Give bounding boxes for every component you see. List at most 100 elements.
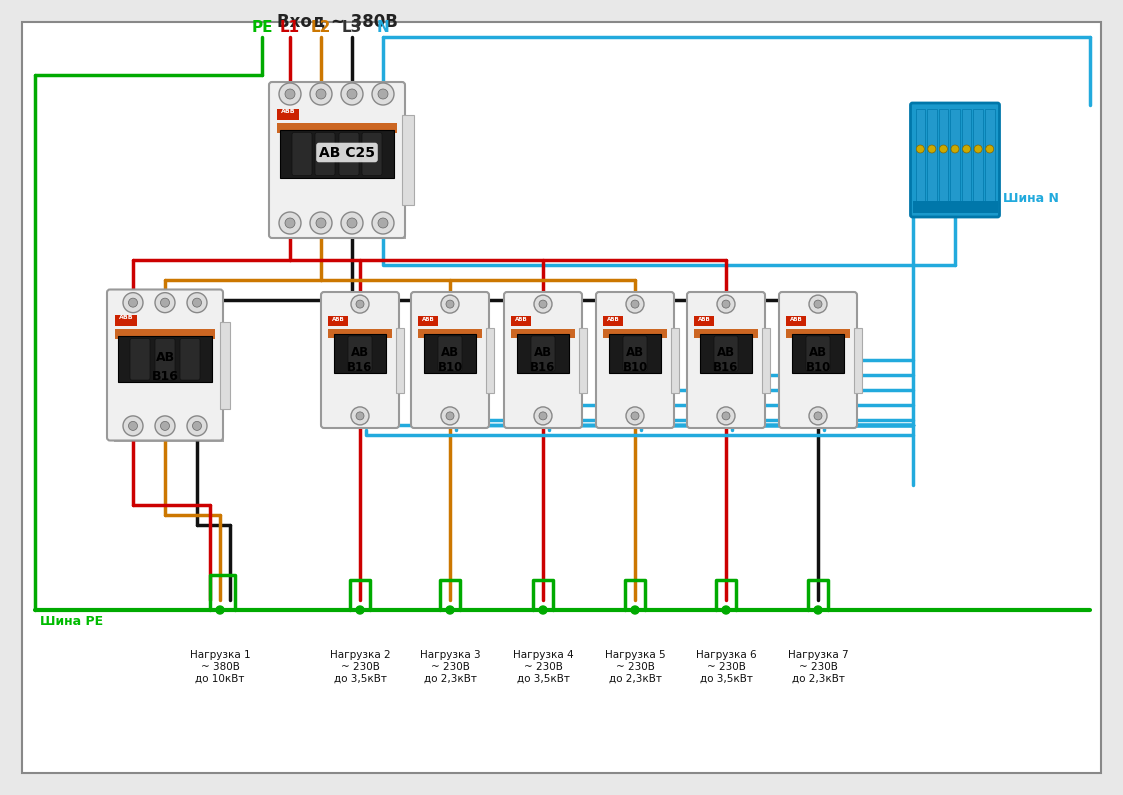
Text: Шина PE: Шина PE xyxy=(40,615,103,628)
Bar xyxy=(334,334,386,373)
Bar xyxy=(694,329,758,338)
Circle shape xyxy=(986,145,994,153)
Bar xyxy=(418,329,482,338)
Bar xyxy=(328,329,392,338)
FancyBboxPatch shape xyxy=(321,292,399,428)
Text: АВ: АВ xyxy=(155,351,174,364)
Circle shape xyxy=(962,145,970,153)
FancyBboxPatch shape xyxy=(22,22,1101,773)
Bar xyxy=(510,298,582,428)
Text: L3: L3 xyxy=(341,20,362,35)
Bar xyxy=(115,329,214,339)
Bar xyxy=(115,297,223,441)
Circle shape xyxy=(539,412,547,420)
Bar xyxy=(280,130,394,178)
Bar xyxy=(396,328,404,393)
Text: Нагрузка 5
~ 230В
до 2,3кВт: Нагрузка 5 ~ 230В до 2,3кВт xyxy=(604,650,665,683)
Circle shape xyxy=(378,89,389,99)
Circle shape xyxy=(192,421,201,430)
Circle shape xyxy=(351,295,369,313)
Text: B16: B16 xyxy=(713,361,739,374)
Text: АВ: АВ xyxy=(716,346,736,359)
Circle shape xyxy=(814,300,822,308)
Circle shape xyxy=(285,89,295,99)
FancyBboxPatch shape xyxy=(348,336,372,371)
Circle shape xyxy=(535,295,553,313)
Bar xyxy=(417,298,489,428)
Text: Нагрузка 3
~ 230В
до 2,3кВт: Нагрузка 3 ~ 230В до 2,3кВт xyxy=(420,650,481,683)
Bar xyxy=(693,298,765,428)
Bar xyxy=(424,334,476,373)
Bar xyxy=(602,298,674,428)
Bar xyxy=(974,109,983,211)
Bar xyxy=(853,328,862,393)
Text: ABB: ABB xyxy=(281,109,295,114)
Circle shape xyxy=(539,606,547,614)
Text: АВ С25: АВ С25 xyxy=(319,145,375,160)
Bar xyxy=(118,336,212,382)
Circle shape xyxy=(351,407,369,425)
Text: АВ: АВ xyxy=(351,346,369,359)
Circle shape xyxy=(446,412,454,420)
FancyBboxPatch shape xyxy=(438,336,462,371)
Text: ABB: ABB xyxy=(331,316,345,321)
Bar xyxy=(609,334,661,373)
Circle shape xyxy=(631,606,639,614)
Bar xyxy=(913,201,997,213)
Bar xyxy=(961,109,971,211)
Bar xyxy=(511,329,575,338)
Circle shape xyxy=(128,298,137,307)
Circle shape xyxy=(310,212,332,234)
FancyBboxPatch shape xyxy=(411,292,489,428)
Circle shape xyxy=(124,293,143,312)
FancyBboxPatch shape xyxy=(687,292,765,428)
FancyBboxPatch shape xyxy=(130,339,150,380)
FancyBboxPatch shape xyxy=(270,82,405,238)
FancyBboxPatch shape xyxy=(362,133,382,176)
Circle shape xyxy=(341,212,363,234)
Text: АВ: АВ xyxy=(441,346,459,359)
Text: Нагрузка 4
~ 230В
до 3,5кВт: Нагрузка 4 ~ 230В до 3,5кВт xyxy=(513,650,574,683)
Circle shape xyxy=(809,295,827,313)
Text: Нагрузка 2
~ 230В
до 3,5кВт: Нагрузка 2 ~ 230В до 3,5кВт xyxy=(330,650,391,683)
Text: Шина N: Шина N xyxy=(1003,192,1058,205)
Circle shape xyxy=(216,606,223,614)
Circle shape xyxy=(285,218,295,228)
FancyBboxPatch shape xyxy=(911,103,999,217)
Circle shape xyxy=(341,83,363,105)
Bar xyxy=(928,109,937,211)
Bar xyxy=(786,316,806,326)
Circle shape xyxy=(814,412,822,420)
Circle shape xyxy=(722,606,730,614)
Text: ABB: ABB xyxy=(119,316,134,320)
FancyBboxPatch shape xyxy=(504,292,582,428)
Bar xyxy=(763,328,770,393)
Circle shape xyxy=(814,606,822,614)
Bar xyxy=(694,316,714,326)
Text: ABB: ABB xyxy=(697,316,711,321)
Text: ABB: ABB xyxy=(514,316,528,321)
Bar xyxy=(115,315,137,326)
Circle shape xyxy=(378,218,389,228)
Circle shape xyxy=(188,293,207,312)
Circle shape xyxy=(279,212,301,234)
Circle shape xyxy=(161,421,170,430)
Bar xyxy=(915,109,925,211)
Circle shape xyxy=(928,145,935,153)
Circle shape xyxy=(161,298,170,307)
Text: N: N xyxy=(376,20,390,35)
Bar xyxy=(418,316,438,326)
Text: АВ: АВ xyxy=(626,346,645,359)
Text: Вход ~ 380В: Вход ~ 380В xyxy=(276,12,398,30)
Bar xyxy=(486,328,494,393)
Circle shape xyxy=(372,212,394,234)
FancyBboxPatch shape xyxy=(623,336,647,371)
FancyBboxPatch shape xyxy=(806,336,830,371)
Text: PE: PE xyxy=(252,20,273,35)
Text: ABB: ABB xyxy=(789,316,802,321)
Circle shape xyxy=(316,218,326,228)
Bar xyxy=(220,321,230,409)
FancyBboxPatch shape xyxy=(292,133,312,176)
FancyBboxPatch shape xyxy=(180,339,200,380)
Circle shape xyxy=(446,300,454,308)
